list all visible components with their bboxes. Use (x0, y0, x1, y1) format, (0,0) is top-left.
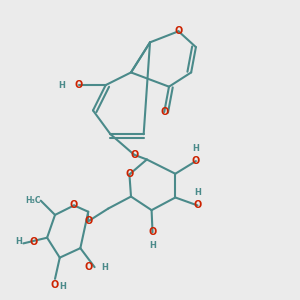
Text: H: H (58, 81, 65, 90)
Text: O: O (192, 156, 200, 166)
Text: O: O (160, 107, 168, 117)
Text: H: H (15, 237, 22, 246)
Text: H: H (59, 282, 66, 291)
Text: O: O (75, 80, 83, 90)
Text: O: O (125, 169, 134, 179)
Text: O: O (194, 200, 202, 210)
Text: O: O (30, 237, 38, 247)
Text: O: O (130, 150, 138, 160)
Text: H₃C: H₃C (25, 196, 41, 205)
Text: H: H (193, 144, 199, 153)
Text: H: H (149, 241, 156, 250)
Text: O: O (51, 280, 59, 290)
Text: H: H (101, 262, 108, 272)
Text: O: O (174, 26, 183, 36)
Text: O: O (70, 200, 78, 210)
Text: O: O (85, 262, 93, 272)
Text: O: O (148, 227, 157, 237)
Text: O: O (84, 216, 92, 226)
Text: H: H (194, 188, 201, 197)
